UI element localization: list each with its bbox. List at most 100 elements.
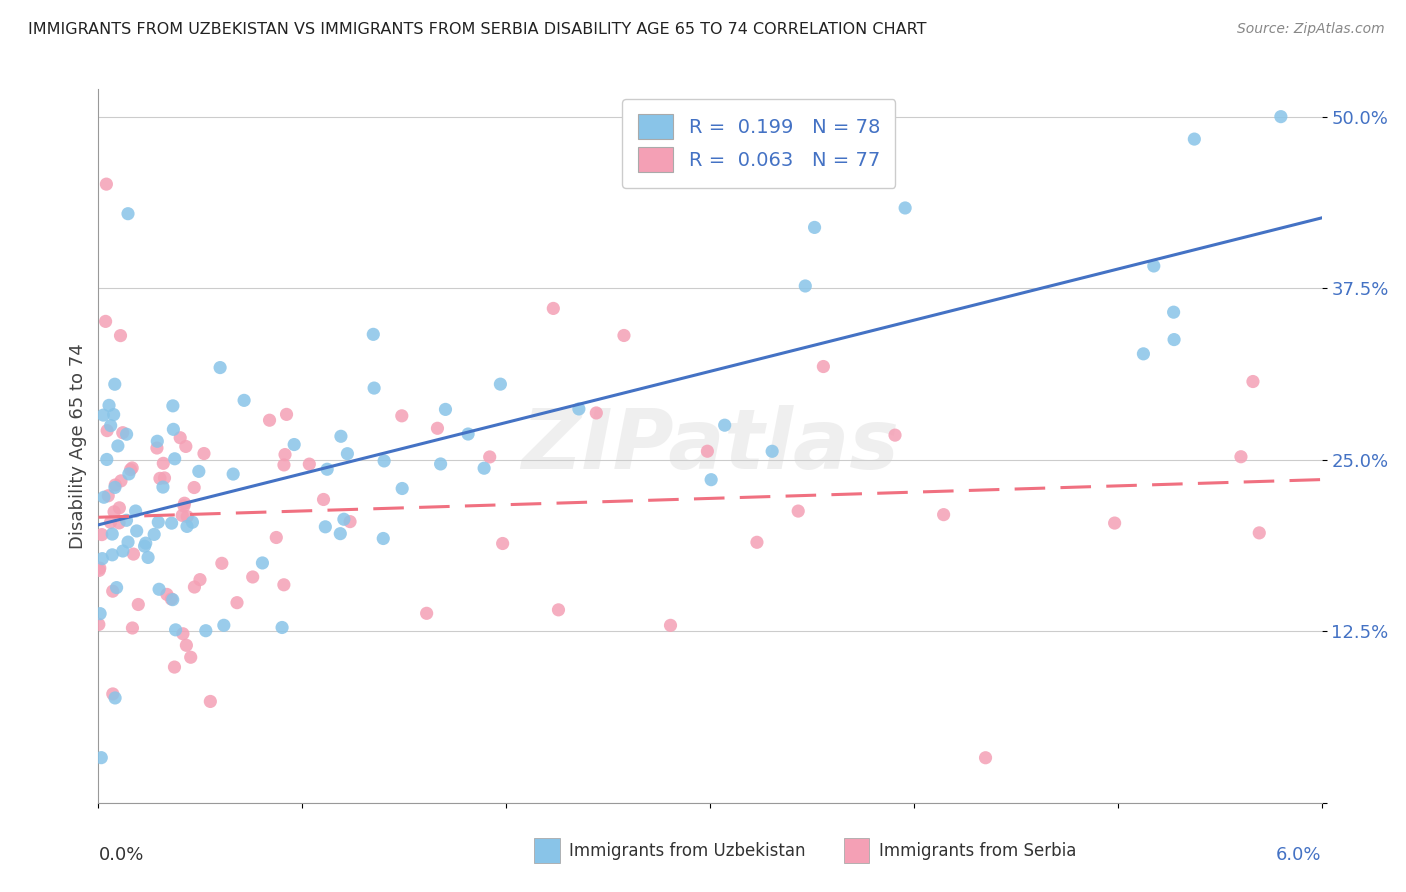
Point — [165, 623, 187, 637]
Point — [761, 444, 783, 458]
Point — [391, 409, 413, 423]
Point — [1163, 333, 1185, 347]
Point — [143, 527, 166, 541]
Point — [273, 458, 295, 472]
Point — [491, 536, 513, 550]
Point — [259, 413, 281, 427]
Point — [585, 406, 607, 420]
Point — [489, 377, 512, 392]
Text: 0.0%: 0.0% — [98, 846, 143, 863]
Point — [91, 408, 114, 422]
Point — [176, 509, 198, 524]
Point — [252, 556, 274, 570]
Point — [613, 328, 636, 343]
Point — [1230, 450, 1253, 464]
Point — [105, 581, 128, 595]
Point — [426, 421, 449, 435]
Point — [101, 527, 124, 541]
Point — [104, 480, 127, 494]
Point — [181, 515, 204, 529]
Y-axis label: Disability Age 65 to 74: Disability Age 65 to 74 — [69, 343, 87, 549]
Point — [329, 526, 352, 541]
Point — [101, 548, 124, 562]
Point — [803, 220, 825, 235]
Point — [193, 446, 215, 460]
Point — [97, 489, 120, 503]
Point — [173, 496, 195, 510]
Text: IMMIGRANTS FROM UZBEKISTAN VS IMMIGRANTS FROM SERBIA DISABILITY AGE 65 TO 74 COR: IMMIGRANTS FROM UZBEKISTAN VS IMMIGRANTS… — [28, 22, 927, 37]
Point — [211, 557, 233, 571]
Point — [89, 607, 111, 621]
Point — [120, 462, 142, 476]
Legend: R =  0.199   N = 78, R =  0.063   N = 77: R = 0.199 N = 78, R = 0.063 N = 77 — [623, 99, 896, 188]
Point — [134, 539, 156, 553]
Point — [298, 457, 321, 471]
Point — [391, 482, 413, 496]
Point — [127, 598, 149, 612]
Point — [361, 327, 384, 342]
Point — [659, 618, 682, 632]
Point — [339, 515, 361, 529]
Bar — [844, 838, 869, 863]
Point — [104, 690, 127, 705]
Point — [156, 587, 179, 601]
Point — [183, 580, 205, 594]
Point — [160, 516, 183, 531]
Point — [89, 561, 111, 575]
Point — [160, 591, 183, 606]
Point — [169, 431, 191, 445]
Point — [117, 207, 139, 221]
Point — [274, 448, 297, 462]
Point — [187, 464, 209, 478]
Point — [96, 424, 118, 438]
Bar — [534, 838, 560, 863]
Point — [90, 750, 112, 764]
Point — [1143, 259, 1166, 273]
Point — [1182, 132, 1205, 146]
Point — [794, 279, 817, 293]
Point — [111, 425, 134, 440]
Text: 6.0%: 6.0% — [1277, 846, 1322, 863]
Point — [91, 551, 114, 566]
Point — [242, 570, 264, 584]
Point — [273, 578, 295, 592]
Point — [163, 660, 186, 674]
Point — [333, 512, 356, 526]
Point — [107, 439, 129, 453]
Point — [1163, 305, 1185, 319]
Point — [121, 621, 143, 635]
Point — [932, 508, 955, 522]
Point — [188, 573, 211, 587]
Point — [100, 516, 122, 530]
Point — [696, 444, 718, 458]
Point — [180, 650, 202, 665]
Point — [429, 457, 451, 471]
Point — [96, 452, 118, 467]
Point — [110, 328, 132, 343]
Point — [108, 516, 131, 530]
Point — [373, 532, 395, 546]
Point — [713, 418, 735, 433]
Point — [94, 314, 117, 328]
Point — [329, 429, 352, 443]
Point — [568, 401, 591, 416]
Point — [135, 536, 157, 550]
Point — [93, 490, 115, 504]
Point — [314, 520, 336, 534]
Point — [118, 467, 141, 481]
Point — [176, 519, 198, 533]
Point — [163, 451, 186, 466]
Point — [212, 618, 235, 632]
Point — [96, 177, 118, 191]
Point — [104, 478, 127, 492]
Point — [111, 544, 134, 558]
Point — [363, 381, 385, 395]
Point — [149, 471, 172, 485]
Point — [108, 500, 131, 515]
Point — [283, 437, 305, 451]
Point — [336, 447, 359, 461]
Point — [115, 427, 138, 442]
Point — [222, 467, 245, 481]
Point — [1249, 525, 1271, 540]
Point — [100, 418, 122, 433]
